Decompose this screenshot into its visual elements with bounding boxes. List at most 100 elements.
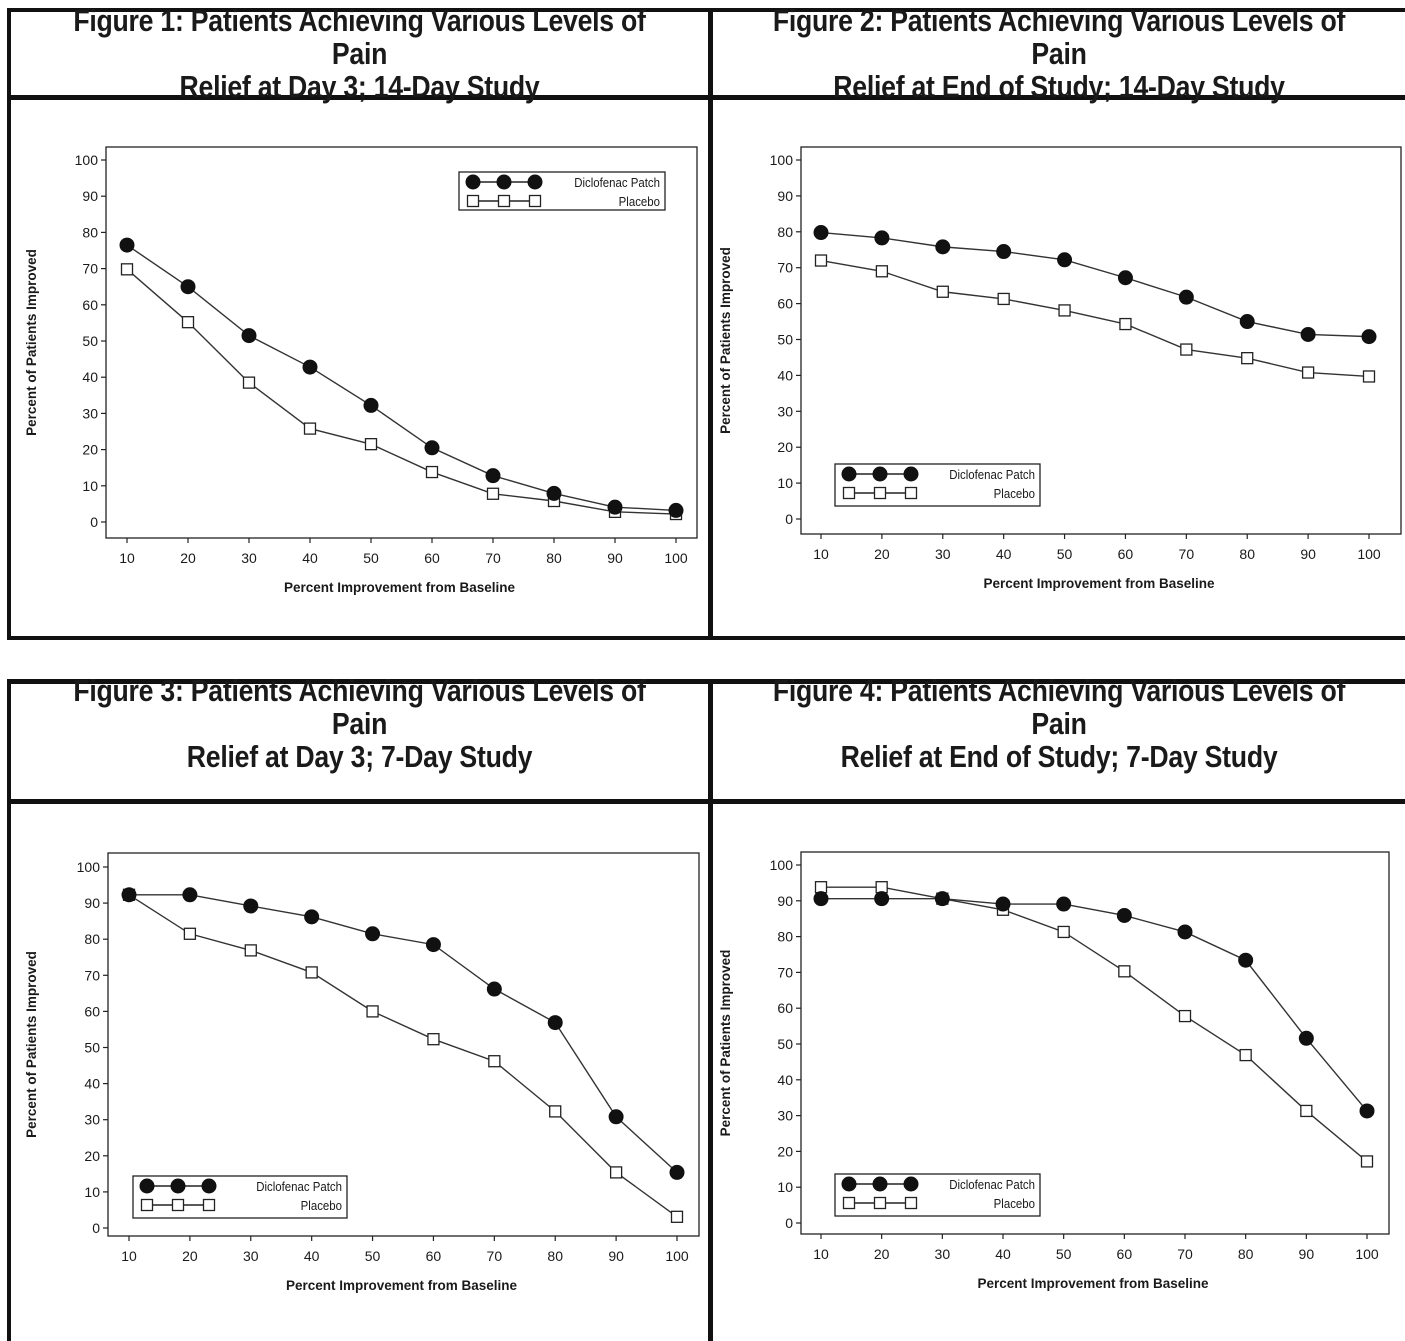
y-tick-label: 90: [82, 188, 98, 204]
x-tick-label: 40: [995, 1246, 1011, 1262]
legend-marker: [139, 1178, 155, 1194]
y-tick-label: 60: [777, 1000, 793, 1016]
placebo-data-point: [875, 265, 889, 278]
diclofenac-data-point: [1178, 289, 1194, 305]
placebo-data-point: [814, 254, 828, 267]
placebo-data-point: [609, 1166, 623, 1179]
legend-label: Placebo: [994, 486, 1035, 501]
diclofenac-data-point: [425, 937, 441, 953]
x-tick-label: 90: [1299, 1246, 1315, 1262]
series-line-diclofenac: [820, 231, 1370, 338]
legend-label: Diclofenac Patch: [949, 1177, 1035, 1192]
diclofenac-data-point: [302, 359, 318, 375]
diclofenac-data-point: [874, 891, 890, 907]
placebo-data-point: [183, 927, 197, 940]
title-separator-rule-bottom: [7, 799, 1405, 804]
y-tick-label: 0: [90, 514, 98, 530]
figure-1-title: Figure 1: Patients Achieving Various Lev…: [73, 3, 646, 104]
diclofenac-data-point: [934, 891, 950, 907]
diclofenac-data-point: [304, 909, 320, 925]
legend-label: Diclofenac Patch: [256, 1179, 342, 1194]
y-tick-label: 100: [770, 857, 794, 873]
y-tick-label: 70: [777, 964, 793, 980]
legend-marker: [873, 486, 887, 500]
figure-2-title-cell: Figure 2: Patients Achieving Various Lev…: [713, 4, 1405, 103]
x-tick-label: 40: [304, 1248, 320, 1264]
y-tick-label: 0: [92, 1220, 100, 1236]
divider-rule-top: [708, 8, 713, 640]
legend-marker: [465, 174, 481, 190]
y-axis-title: Percent of Patients Improved: [24, 951, 39, 1138]
diclofenac-data-point: [1359, 1103, 1375, 1119]
series-line-placebo: [821, 886, 1368, 1162]
y-tick-label: 40: [777, 367, 793, 383]
left-border-rule-bottom: [7, 679, 11, 1341]
legend-marker: [842, 1196, 856, 1210]
diclofenac-data-point: [1056, 896, 1072, 912]
diclofenac-data-point: [813, 225, 829, 241]
legend-marker: [140, 1198, 154, 1212]
legend-marker: [873, 1196, 887, 1210]
figure-3-title: Figure 3: Patients Achieving Various Lev…: [73, 673, 646, 774]
y-tick-label: 40: [82, 369, 98, 385]
y-tick-label: 70: [777, 260, 793, 276]
x-tick-label: 80: [1239, 546, 1255, 562]
y-tick-label: 60: [84, 1003, 100, 1019]
diclofenac-data-point: [607, 499, 623, 515]
diclofenac-data-point: [424, 440, 440, 456]
legend-marker: [904, 1196, 918, 1210]
diclofenac-data-point: [1300, 326, 1316, 342]
x-axis-title: Percent Improvement from Baseline: [284, 580, 516, 595]
legend-marker: [170, 1178, 186, 1194]
y-tick-label: 50: [777, 332, 793, 348]
diclofenac-data-point: [1239, 314, 1255, 330]
y-tick-label: 70: [84, 967, 100, 983]
legend-label: Diclofenac Patch: [949, 467, 1035, 482]
x-tick-label: 50: [1057, 546, 1073, 562]
y-tick-label: 80: [777, 929, 793, 945]
plot-frame: [800, 146, 1402, 535]
diclofenac-data-point: [1117, 270, 1133, 286]
placebo-data-point: [997, 292, 1010, 306]
x-tick-label: 30: [241, 550, 257, 566]
x-tick-label: 70: [487, 1248, 503, 1264]
x-tick-label: 20: [182, 1248, 198, 1264]
chart-legend: Diclofenac Patch Placebo: [458, 171, 666, 211]
x-tick-label: 70: [1179, 546, 1195, 562]
y-tick-label: 50: [777, 1036, 793, 1052]
legend-marker: [903, 1176, 919, 1192]
legend-marker: [527, 174, 543, 190]
x-tick-label: 50: [363, 550, 379, 566]
placebo-data-point: [1301, 366, 1315, 379]
diclofenac-data-point: [180, 279, 196, 295]
y-tick-label: 90: [84, 895, 100, 911]
placebo-data-point: [1239, 1048, 1252, 1062]
x-tick-label: 70: [1177, 1246, 1193, 1262]
placebo-data-point: [488, 1055, 501, 1068]
top-border-rule-bottom: [7, 679, 1405, 684]
legend-box: [834, 1173, 1041, 1217]
y-tick-label: 30: [84, 1112, 100, 1128]
y-tick-label: 60: [777, 296, 793, 312]
y-tick-label: 0: [785, 511, 793, 527]
placebo-data-point: [1058, 304, 1071, 317]
plot-frame: [105, 146, 698, 539]
diclofenac-data-point: [241, 328, 257, 344]
y-tick-label: 30: [777, 403, 793, 419]
legend-marker: [903, 466, 919, 482]
diclofenac-data-point: [996, 244, 1012, 260]
diclofenac-data-point: [935, 239, 951, 255]
x-tick-label: 10: [813, 1246, 829, 1262]
x-tick-label: 100: [664, 550, 688, 566]
x-axis-title: Percent Improvement from Baseline: [983, 576, 1215, 591]
placebo-data-point: [1118, 965, 1131, 978]
x-tick-label: 30: [935, 1246, 951, 1262]
y-axis-title: Percent of Patients Improved: [718, 950, 733, 1137]
placebo-data-point: [425, 465, 439, 479]
x-tick-label: 80: [547, 1248, 563, 1264]
legend-marker: [171, 1198, 185, 1212]
y-axis-title: Percent of Patients Improved: [24, 249, 39, 436]
diclofenac-data-point: [121, 887, 137, 903]
y-tick-label: 0: [785, 1215, 793, 1231]
placebo-data-point: [486, 487, 500, 500]
